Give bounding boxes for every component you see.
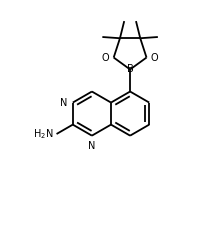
- Text: O: O: [151, 53, 159, 63]
- Text: N: N: [88, 140, 96, 151]
- Text: N: N: [60, 97, 67, 108]
- Text: B: B: [127, 64, 133, 75]
- Text: O: O: [102, 53, 109, 63]
- Text: H$_2$N: H$_2$N: [34, 127, 54, 141]
